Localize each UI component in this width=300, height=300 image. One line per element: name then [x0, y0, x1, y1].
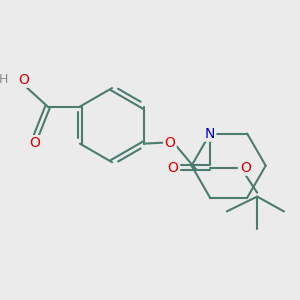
Text: O: O	[29, 136, 40, 150]
Text: N: N	[205, 127, 215, 141]
Text: H: H	[0, 73, 8, 86]
Text: O: O	[240, 161, 251, 175]
Text: O: O	[18, 73, 29, 87]
Text: O: O	[165, 136, 176, 150]
Text: O: O	[167, 161, 178, 175]
